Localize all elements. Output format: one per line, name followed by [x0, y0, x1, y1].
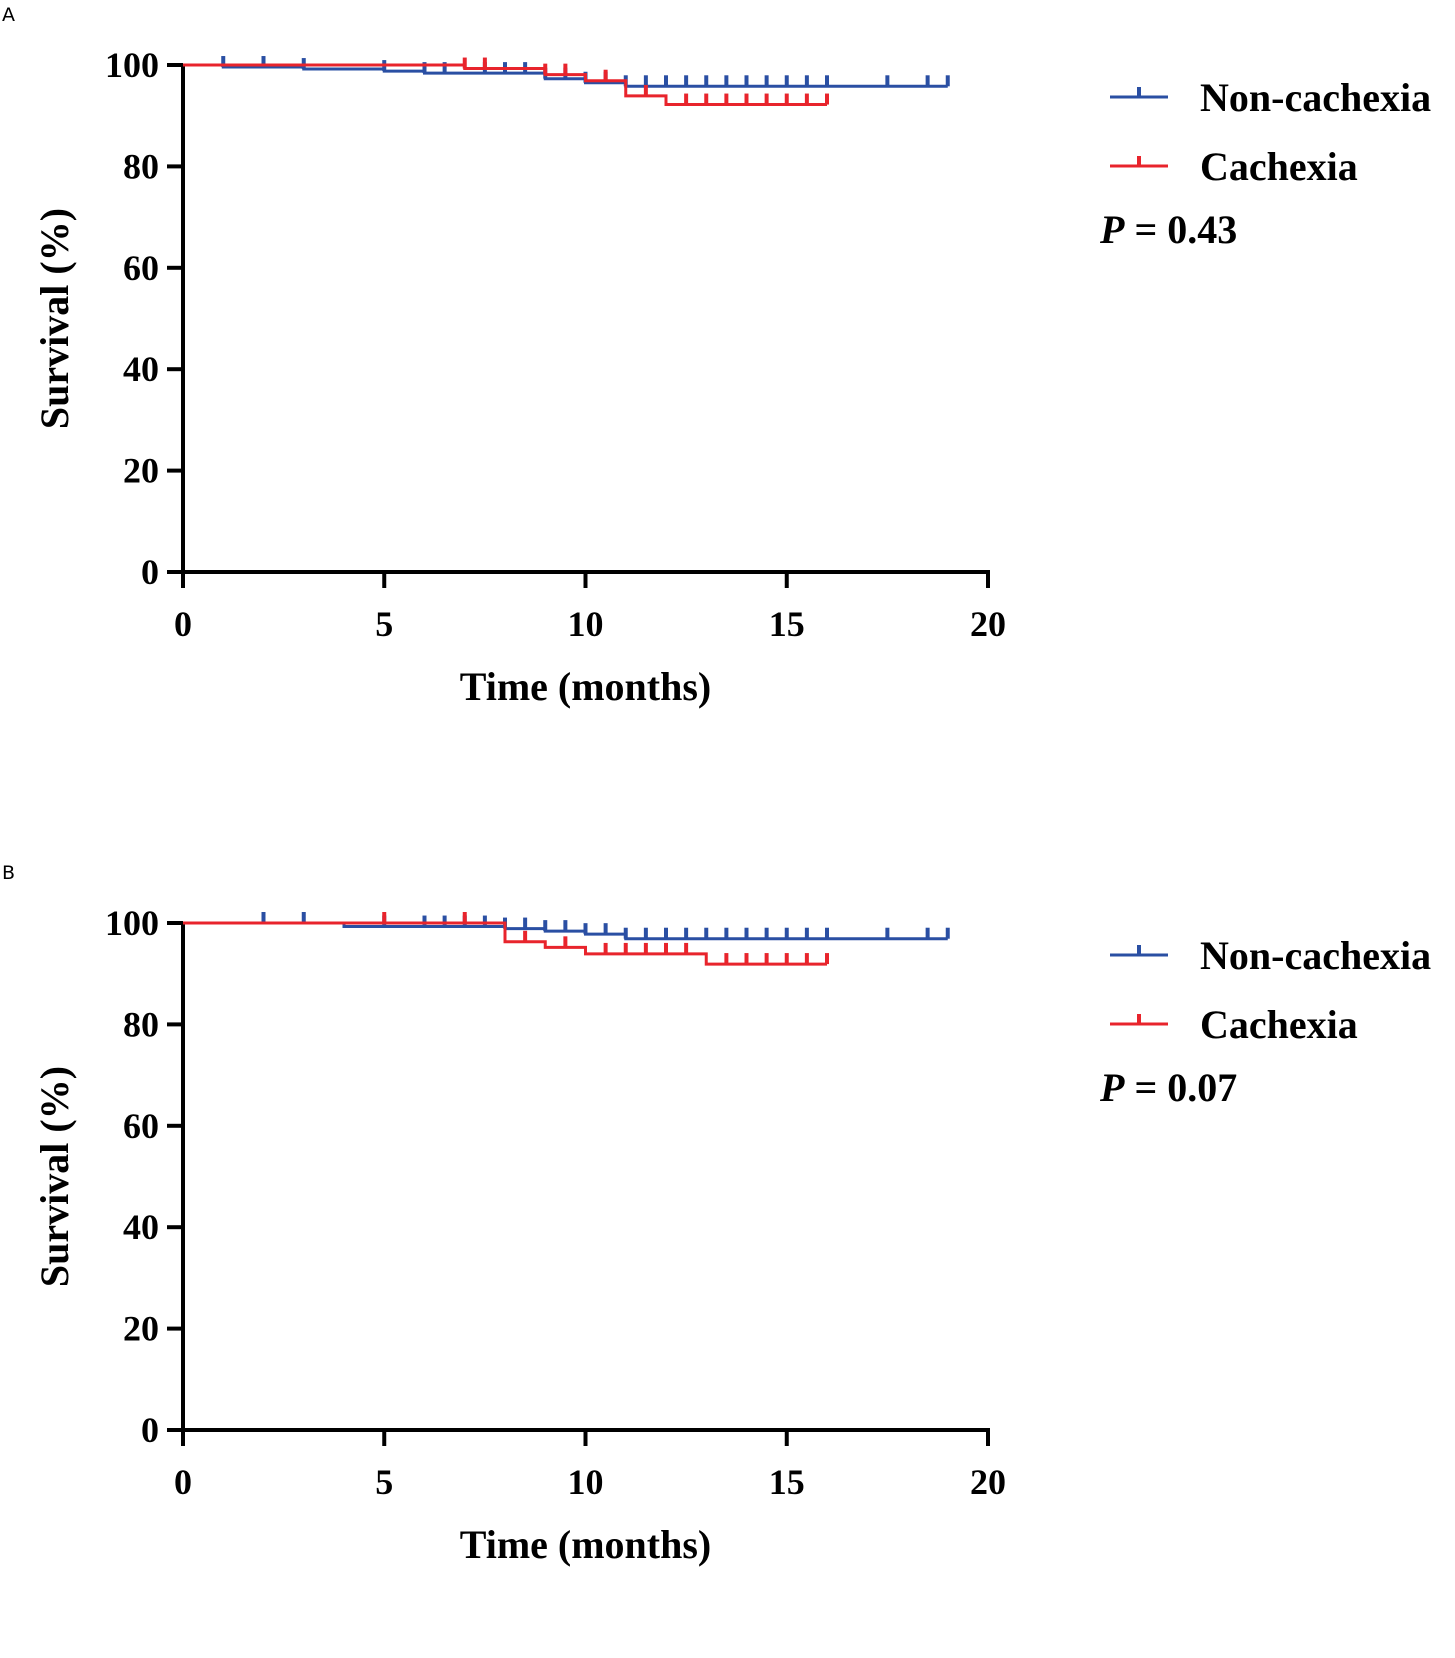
x-tick-label: 5	[375, 604, 393, 644]
panel-b: B 0 20 40 60 80 100 0 5 10 15 20 Time (months) Survi…	[0, 858, 1455, 1658]
y-axis-title: Survival (%)	[32, 1066, 77, 1287]
x-tick-label: 5	[375, 1462, 393, 1502]
y-tick-label: 0	[141, 552, 159, 592]
panel-label: A	[2, 4, 15, 26]
p-value-text: = 0.07	[1124, 1065, 1237, 1110]
x-tick-label: 0	[174, 1462, 192, 1502]
legend-label: Non-cachexia	[1200, 933, 1431, 978]
legend-label: Cachexia	[1200, 144, 1358, 189]
x-tick-label: 20	[970, 604, 1006, 644]
p-value-symbol: P	[1099, 207, 1125, 252]
x-axis-title: Time (months)	[460, 664, 711, 709]
y-tick-label: 60	[123, 1106, 159, 1146]
y-tick-label: 20	[123, 451, 159, 491]
p-value: P = 0.43	[1099, 207, 1237, 252]
x-tick-label: 10	[568, 604, 604, 644]
x-tick-label: 20	[970, 1462, 1006, 1502]
x-axis-title: Time (months)	[460, 1522, 711, 1567]
panel-label: B	[2, 862, 16, 884]
y-tick-label: 80	[123, 146, 159, 186]
y-axis-title: Survival (%)	[32, 208, 77, 429]
y-tick-label: 40	[123, 1207, 159, 1247]
panel-a: A 0 20 40 60 80 100 0 5 10 15 20 Time (months) Survi…	[0, 0, 1455, 800]
p-value-text: = 0.43	[1124, 207, 1237, 252]
y-tick-label: 0	[141, 1410, 159, 1450]
y-tick-label: 40	[123, 349, 159, 389]
legend-label: Non-cachexia	[1200, 75, 1431, 120]
survival-curve-cachexia	[183, 921, 827, 966]
x-tick-label: 15	[769, 1462, 805, 1502]
x-tick-label: 15	[769, 604, 805, 644]
x-tick-label: 10	[568, 1462, 604, 1502]
y-tick-label: 60	[123, 248, 159, 288]
legend-label: Cachexia	[1200, 1002, 1358, 1047]
y-tick-label: 100	[105, 903, 159, 943]
y-tick-label: 100	[105, 45, 159, 85]
p-value: P = 0.07	[1099, 1065, 1237, 1110]
x-tick-label: 0	[174, 604, 192, 644]
p-value-symbol: P	[1099, 1065, 1125, 1110]
survival-chart-a: 0 20 40 60 80 100 0 5 10 15 20 Time (months) Surviva…	[32, 45, 1431, 709]
y-tick-label: 20	[123, 1309, 159, 1349]
y-tick-label: 80	[123, 1004, 159, 1044]
survival-chart-b: 0 20 40 60 80 100 0 5 10 15 20 Time (months) Surviva…	[32, 903, 1431, 1567]
